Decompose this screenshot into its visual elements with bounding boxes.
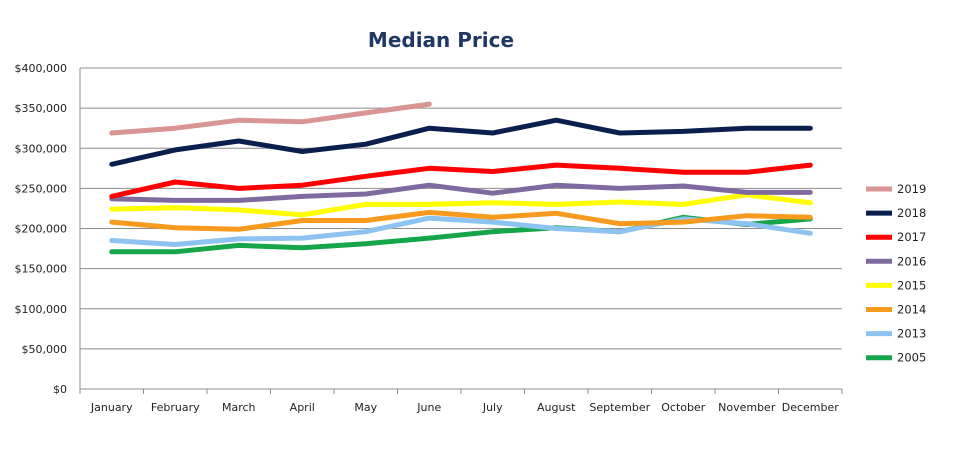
x-tick-label: September xyxy=(589,401,650,414)
y-tick-label: $350,000 xyxy=(15,102,68,115)
x-tick-label: February xyxy=(151,401,200,414)
x-tick-label: August xyxy=(537,401,576,414)
y-tick-label: $0 xyxy=(53,383,67,396)
y-tick-label: $200,000 xyxy=(15,223,68,236)
y-tick-label: $50,000 xyxy=(22,343,68,356)
series-line-2018 xyxy=(109,117,813,167)
x-tick-label: May xyxy=(354,401,377,414)
legend-label-2019: 2019 xyxy=(897,182,926,196)
legend: 2019 2018 2017 2016 2015 2014 2013 2005 xyxy=(866,182,926,365)
x-tick-label: December xyxy=(782,401,840,414)
x-tick-label: January xyxy=(90,401,133,414)
y-tick-label: $300,000 xyxy=(15,142,68,155)
x-tick-label: March xyxy=(222,401,256,414)
x-axis: January February March April May June July Augu… xyxy=(79,389,843,414)
y-tick-label: $100,000 xyxy=(15,303,68,316)
series-line-2017 xyxy=(109,162,813,199)
y-axis: $0 $50,000 $100,000 $150,000 $200,000 $250,00… xyxy=(15,62,81,396)
y-tick-label: $400,000 xyxy=(15,62,68,75)
legend-label-2017: 2017 xyxy=(897,230,926,244)
legend-label-2018: 2018 xyxy=(897,206,926,220)
x-tick-label: June xyxy=(416,401,441,414)
x-tick-label: November xyxy=(718,401,776,414)
y-tick-label: $250,000 xyxy=(15,182,68,195)
legend-label-2005: 2005 xyxy=(897,351,926,365)
y-tick-label: $150,000 xyxy=(15,263,68,276)
series-line-2019 xyxy=(109,101,432,136)
series-line-2015 xyxy=(109,192,813,218)
legend-label-2014: 2014 xyxy=(897,303,926,317)
x-tick-label: April xyxy=(290,401,315,414)
chart-title: Median Price xyxy=(368,28,514,52)
series-line-2014 xyxy=(109,209,813,232)
x-tick-label: July xyxy=(482,401,503,414)
series-line-2016 xyxy=(109,182,813,203)
legend-label-2013: 2013 xyxy=(897,327,926,341)
x-tick-label: October xyxy=(661,401,705,414)
series-lines xyxy=(109,101,813,255)
legend-label-2016: 2016 xyxy=(897,254,926,268)
legend-label-2015: 2015 xyxy=(897,278,926,292)
